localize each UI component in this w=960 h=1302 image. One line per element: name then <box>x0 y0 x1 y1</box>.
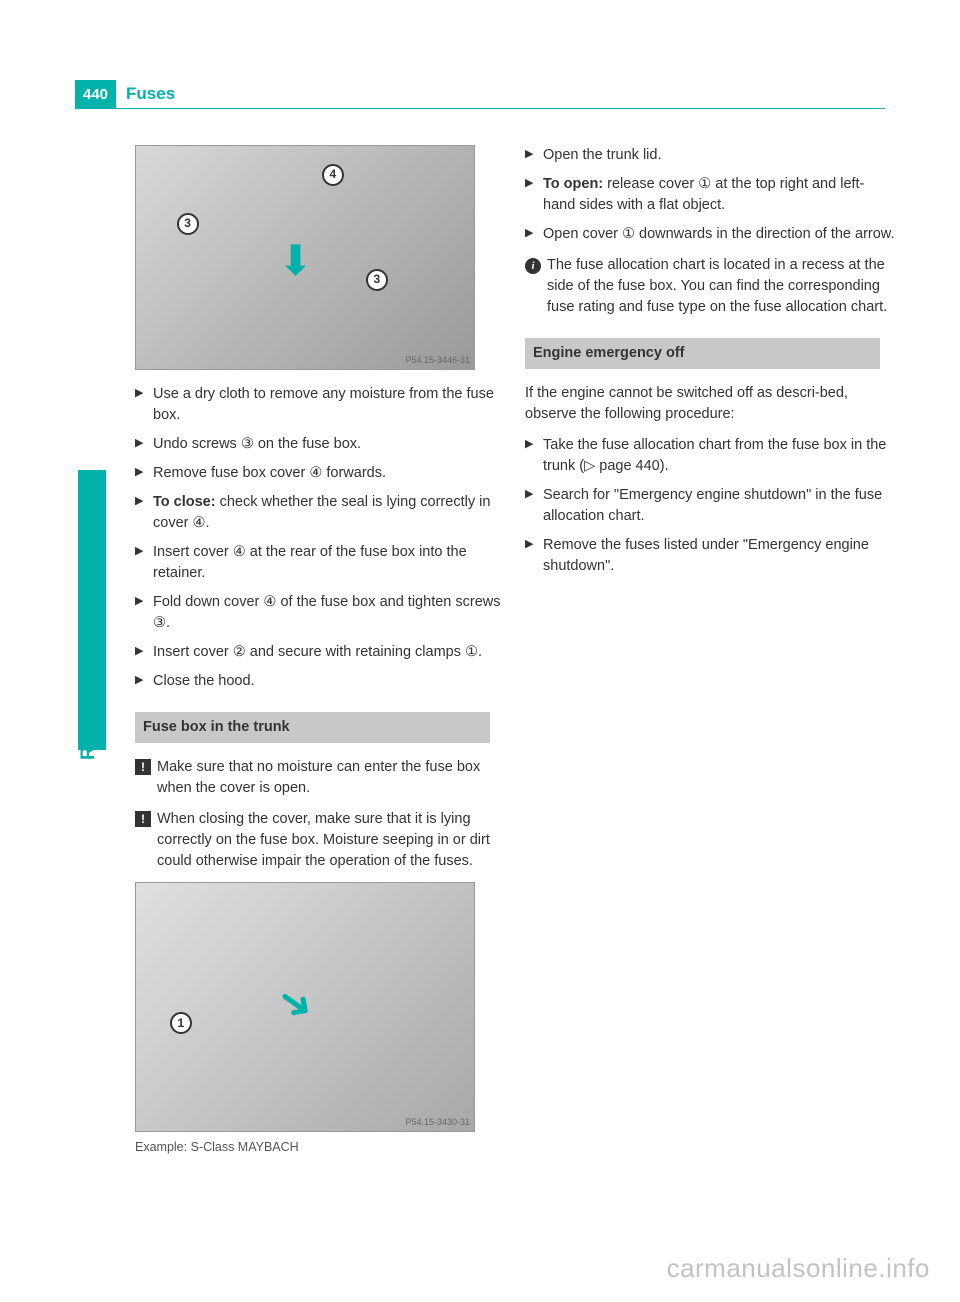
caution-icon: ! <box>135 757 157 799</box>
right-column: ▶ Open the trunk lid. ▶ To open: release… <box>525 145 895 585</box>
caution-note: ! Make sure that no moisture can enter t… <box>135 757 505 799</box>
step-text: Remove fuse box cover ④ forwards. <box>153 463 505 484</box>
step-text: To open: release cover ① at the top righ… <box>543 174 895 216</box>
arrow-icon: ➜ <box>264 968 328 1038</box>
step-text: Fold down cover ④ of the fuse box and ti… <box>153 592 505 634</box>
caution-icon: ! <box>135 809 157 872</box>
step-text: Remove the fuses listed under "Emergency… <box>543 535 895 577</box>
info-note: i The fuse allocation chart is located i… <box>525 255 895 318</box>
step-marker-icon: ▶ <box>135 592 153 634</box>
step-marker-icon: ▶ <box>135 463 153 484</box>
step-marker-icon: ▶ <box>135 384 153 426</box>
procedure-step: ▶ Remove fuse box cover ④ forwards. <box>135 463 505 484</box>
section-heading: Fuse box in the trunk <box>135 712 490 743</box>
procedure-step: ▶ Undo screws ③ on the fuse box. <box>135 434 505 455</box>
step-marker-icon: ▶ <box>135 492 153 534</box>
step-text: Insert cover ④ at the rear of the fuse b… <box>153 542 505 584</box>
figure-callout: 1 <box>170 1012 192 1034</box>
procedure-step: ▶ To open: release cover ① at the top ri… <box>525 174 895 216</box>
step-marker-icon: ▶ <box>525 435 543 477</box>
step-marker-icon: ▶ <box>525 485 543 527</box>
figure-caption: Example: S-Class MAYBACH <box>135 1138 505 1156</box>
figure-callout: 4 <box>322 164 344 186</box>
step-text: Open cover ① downwards in the direction … <box>543 224 895 245</box>
figure-fuse-box-trunk: 1 ➜ P54.15-3430-31 <box>135 882 475 1132</box>
step-text: To close: check whether the seal is lyin… <box>153 492 505 534</box>
procedure-step: ▶ Insert cover ② and secure with retaini… <box>135 642 505 663</box>
step-marker-icon: ▶ <box>135 671 153 692</box>
header-rule <box>75 108 885 109</box>
page-title: Fuses <box>116 80 185 108</box>
procedure-step: ▶ Take the fuse allocation chart from th… <box>525 435 895 477</box>
procedure-step: ▶ Search for "Emergency engine shutdown"… <box>525 485 895 527</box>
step-text: Open the trunk lid. <box>543 145 895 166</box>
section-intro: If the engine cannot be switched off as … <box>525 383 895 425</box>
step-marker-icon: ▶ <box>135 542 153 584</box>
figure-callout: 3 <box>177 213 199 235</box>
procedure-step: ▶ To close: check whether the seal is ly… <box>135 492 505 534</box>
left-column: 4 3 3 ⬇ P54.15-3446-31 ▶ Use a dry cloth… <box>135 145 505 1160</box>
note-text: Make sure that no moisture can enter the… <box>157 757 505 799</box>
procedure-step: ▶ Remove the fuses listed under "Emergen… <box>525 535 895 577</box>
figure-callout: 3 <box>366 269 388 291</box>
step-text: Use a dry cloth to remove any moisture f… <box>153 384 505 426</box>
procedure-step: ▶ Open the trunk lid. <box>525 145 895 166</box>
step-text: Insert cover ② and secure with retaining… <box>153 642 505 663</box>
procedure-step: ▶ Insert cover ④ at the rear of the fuse… <box>135 542 505 584</box>
procedure-step: ▶ Close the hood. <box>135 671 505 692</box>
note-text: When closing the cover, make sure that i… <box>157 809 505 872</box>
procedure-step: ▶ Open cover ① downwards in the directio… <box>525 224 895 245</box>
step-text: Search for "Emergency engine shutdown" i… <box>543 485 895 527</box>
step-marker-icon: ▶ <box>135 434 153 455</box>
procedure-step: ▶ Use a dry cloth to remove any moisture… <box>135 384 505 426</box>
step-marker-icon: ▶ <box>525 174 543 216</box>
page-header: 440 Fuses <box>75 80 185 108</box>
side-label: Roadside Assistance <box>78 570 100 760</box>
figure-reference: P54.15-3446-31 <box>405 354 470 367</box>
procedure-step: ▶ Fold down cover ④ of the fuse box and … <box>135 592 505 634</box>
step-text: Take the fuse allocation chart from the … <box>543 435 895 477</box>
note-text: The fuse allocation chart is located in … <box>547 255 895 318</box>
step-text: Undo screws ③ on the fuse box. <box>153 434 505 455</box>
step-marker-icon: ▶ <box>525 145 543 166</box>
figure-fuse-box-engine: 4 3 3 ⬇ P54.15-3446-31 <box>135 145 475 370</box>
page-number: 440 <box>75 80 116 108</box>
step-text: Close the hood. <box>153 671 505 692</box>
section-heading: Engine emergency off <box>525 338 880 369</box>
arrow-icon: ⬇ <box>278 231 313 292</box>
step-marker-icon: ▶ <box>135 642 153 663</box>
step-marker-icon: ▶ <box>525 224 543 245</box>
watermark: carmanualsonline.info <box>667 1253 930 1284</box>
figure-reference: P54.15-3430-31 <box>405 1116 470 1129</box>
caution-note: ! When closing the cover, make sure that… <box>135 809 505 872</box>
info-icon: i <box>525 255 547 318</box>
step-marker-icon: ▶ <box>525 535 543 577</box>
